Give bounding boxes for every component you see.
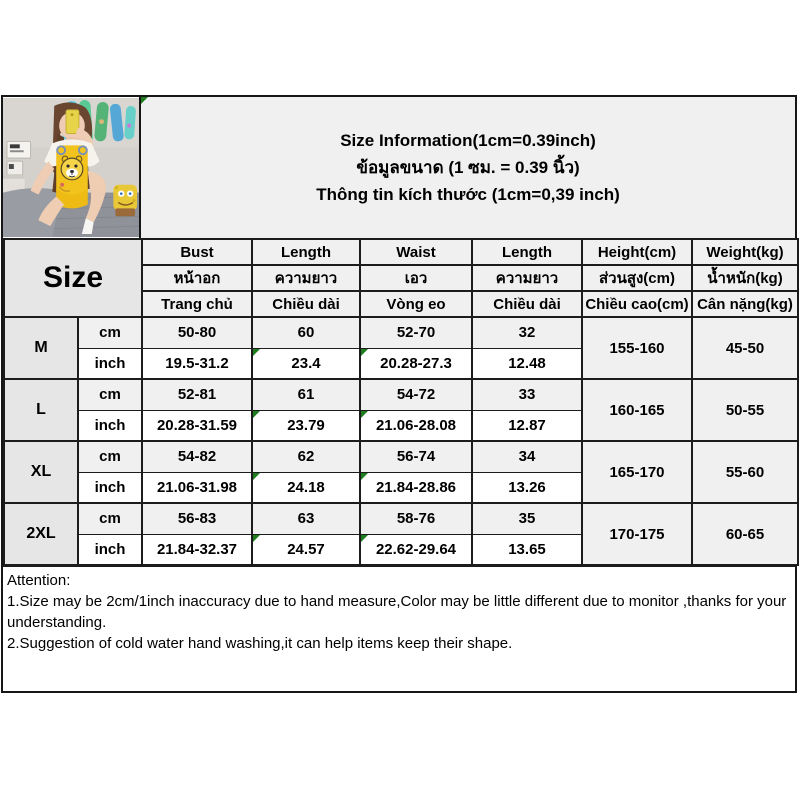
header-row-th: หน้าอก ความยาว เอว ความยาว ส่วนสูง(cm) น้ำหนั… <box>4 264 799 292</box>
col-header-th-1: ความยาว <box>251 264 361 292</box>
unit-label-cm: cm <box>77 440 143 473</box>
spongebob-plush <box>113 184 138 217</box>
cell-L-cm-2: 54-72 <box>359 378 473 411</box>
col-header-th-5: น้ำหนัก(kg) <box>691 264 799 292</box>
header-row-vi: Trang chủ Chiều dài Vòng eo Chiều dài Chiều … <box>4 290 799 318</box>
cell-M-inch-0: 19.5-31.2 <box>141 347 253 380</box>
cell-M-cm-3: 32 <box>471 316 583 349</box>
cell-2XL-inch-3: 13.65 <box>471 533 583 566</box>
weight-cell-M: 45-50 <box>691 316 799 380</box>
size-row-XL-cm: XL cm 54-82 62 56-74 34 165-170 55-60 <box>3 440 799 504</box>
cell-M-cm-1: 60 <box>251 316 361 349</box>
height-cell-M: 155-160 <box>581 316 693 380</box>
col-header-en-0: Bust <box>141 238 253 266</box>
cell-M-cm-0: 50-80 <box>141 316 253 349</box>
cell-XL-inch-2: 21.84-28.86 <box>359 471 473 504</box>
cell-L-inch-0: 20.28-31.59 <box>141 409 253 442</box>
col-header-en-5: Weight(kg) <box>691 238 799 266</box>
weight-cell-L: 50-55 <box>691 378 799 442</box>
unit-label-inch: inch <box>77 471 143 504</box>
size-info-title-cell: Size Information(1cm=0.39inch) ข้อมูลขนา… <box>141 97 795 238</box>
unit-label-inch: inch <box>77 409 143 442</box>
col-header-vi-2: Vòng eo <box>359 290 473 318</box>
unit-label-inch: inch <box>77 347 143 380</box>
size-row-2XL-cm: 2XL cm 56-83 63 58-76 35 170-175 60-65 <box>3 502 799 566</box>
size-label-2XL: 2XL <box>3 502 79 566</box>
col-header-vi-0: Trang chủ <box>141 290 253 318</box>
height-cell-2XL: 170-175 <box>581 502 693 566</box>
attention-title: Attention: <box>7 572 71 589</box>
unit-label-inch: inch <box>77 533 143 566</box>
col-header-en-4: Height(cm) <box>581 238 693 266</box>
attention-line-2: 2.Suggestion of cold water hand washing,… <box>7 635 513 652</box>
col-header-vi-1: Chiều dài <box>251 290 361 318</box>
content-frame: Size Information(1cm=0.39inch) ข้อมูลขนา… <box>1 95 799 693</box>
cell-XL-inch-1: 24.18 <box>251 471 361 504</box>
title-thai: ข้อมูลขนาด (1 ซม. = 0.39 นิ้ว) <box>356 158 580 177</box>
weight-cell-2XL: 60-65 <box>691 502 799 566</box>
product-photo <box>3 97 141 238</box>
top-section: Size Information(1cm=0.39inch) ข้อมูลขนา… <box>3 97 795 238</box>
unit-label-cm: cm <box>77 502 143 535</box>
cell-XL-cm-0: 54-82 <box>141 440 253 473</box>
height-cell-L: 160-165 <box>581 378 693 442</box>
cell-L-inch-2: 21.06-28.08 <box>359 409 473 442</box>
cell-2XL-cm-3: 35 <box>471 502 583 535</box>
cell-L-cm-3: 33 <box>471 378 583 411</box>
col-header-vi-5: Cân nặng(kg) <box>691 290 799 318</box>
product-photo-illustration <box>3 98 139 237</box>
col-header-th-4: ส่วนสูง(cm) <box>581 264 693 292</box>
col-header-vi-4: Chiều cao(cm) <box>581 290 693 318</box>
cell-XL-cm-2: 56-74 <box>359 440 473 473</box>
size-row-M-inch: inch 19.5-31.2 23.4 20.28-27.3 12.48 <box>4 347 798 380</box>
size-row-XL-inch: inch 21.06-31.98 24.18 21.84-28.86 13.26 <box>4 471 798 504</box>
col-header-th-0: หน้าอก <box>141 264 253 292</box>
size-label-L: L <box>3 378 79 442</box>
size-corner-label: Size <box>3 238 143 318</box>
header-row-en: Size Bust Length Waist Length Height(cm) Weigh… <box>3 238 799 318</box>
cell-2XL-cm-0: 56-83 <box>141 502 253 535</box>
col-header-en-1: Length <box>251 238 361 266</box>
cell-L-inch-3: 12.87 <box>471 409 583 442</box>
height-cell-XL: 165-170 <box>581 440 693 504</box>
col-header-th-3: ความยาว <box>471 264 583 292</box>
col-header-vi-3: Chiều dài <box>471 290 583 318</box>
cell-2XL-cm-1: 63 <box>251 502 361 535</box>
cell-XL-cm-1: 62 <box>251 440 361 473</box>
unit-label-cm: cm <box>77 378 143 411</box>
col-header-th-2: เอว <box>359 264 473 292</box>
unit-label-cm: cm <box>77 316 143 349</box>
cell-XL-cm-3: 34 <box>471 440 583 473</box>
title-vietnamese: Thông tin kích thước (1cm=0,39 inch) <box>316 185 620 204</box>
cell-M-inch-1: 23.4 <box>251 347 361 380</box>
cell-2XL-cm-2: 58-76 <box>359 502 473 535</box>
size-label-M: M <box>3 316 79 380</box>
cell-M-cm-2: 52-70 <box>359 316 473 349</box>
attention-line-1: 1.Size may be 2cm/1inch inaccuracy due t… <box>7 593 787 631</box>
col-header-en-3: Length <box>471 238 583 266</box>
size-row-L-inch: inch 20.28-31.59 23.79 21.06-28.08 12.87 <box>4 409 798 442</box>
cell-M-inch-2: 20.28-27.3 <box>359 347 473 380</box>
cell-2XL-inch-2: 22.62-29.64 <box>359 533 473 566</box>
size-row-2XL-inch: inch 21.84-32.37 24.57 22.62-29.64 13.65 <box>4 533 798 566</box>
weight-cell-XL: 55-60 <box>691 440 799 504</box>
size-table: Size Bust Length Waist Length Height(cm) Weigh… <box>3 238 799 566</box>
cell-XL-inch-0: 21.06-31.98 <box>141 471 253 504</box>
cell-L-cm-0: 52-81 <box>141 378 253 411</box>
col-header-en-2: Waist <box>359 238 473 266</box>
cell-L-cm-1: 61 <box>251 378 361 411</box>
cell-M-inch-3: 12.48 <box>471 347 583 380</box>
cell-XL-inch-3: 13.26 <box>471 471 583 504</box>
title-english: Size Information(1cm=0.39inch) <box>340 131 596 150</box>
model-figure <box>30 102 107 235</box>
attention-note: Attention: 1.Size may be 2cm/1inch inacc… <box>3 566 795 691</box>
cell-2XL-inch-1: 24.57 <box>251 533 361 566</box>
cell-2XL-inch-0: 21.84-32.37 <box>141 533 253 566</box>
size-label-XL: XL <box>3 440 79 504</box>
cell-L-inch-1: 23.79 <box>251 409 361 442</box>
